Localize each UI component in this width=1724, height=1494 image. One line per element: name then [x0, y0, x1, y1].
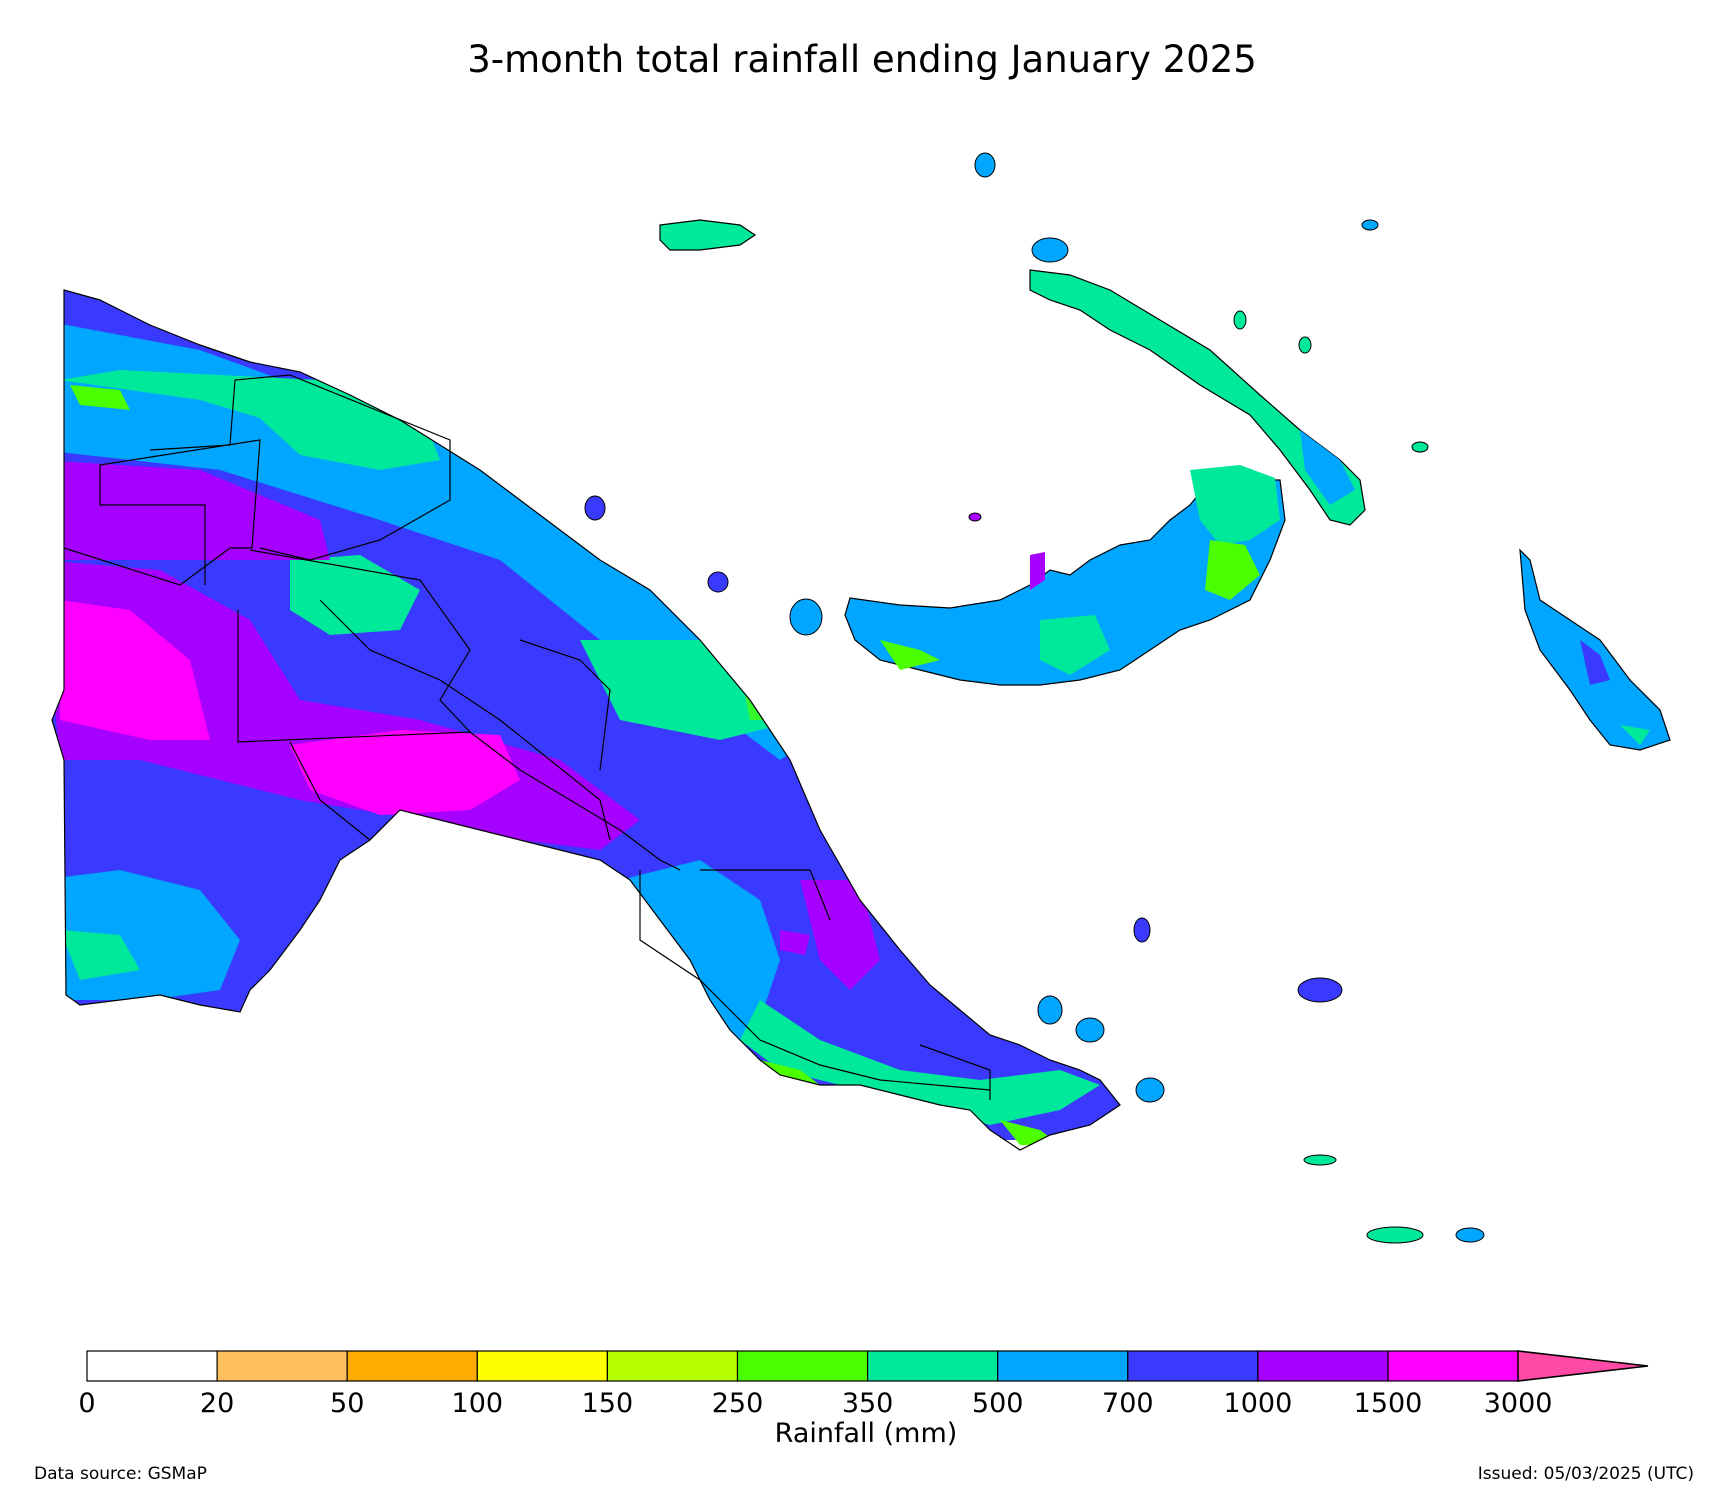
- colorbar-extend-arrow: [1517, 1350, 1649, 1382]
- province-boundaries: [63, 374, 991, 1100]
- colorbar-swatch: [866, 1350, 999, 1382]
- colorbar-tick-label: 100: [452, 1388, 504, 1419]
- colorbar-tick-labels: 0 20 50 100 150 250 350 500 700 1000 1500 3000: [78, 1388, 1552, 1419]
- colorbar-tick-label: 150: [582, 1388, 634, 1419]
- colorbar-label: Rainfall (mm): [775, 1418, 958, 1449]
- small-islands: [584, 152, 1485, 1244]
- colorbar-swatch: [1387, 1350, 1519, 1382]
- data-source-note: Data source: GSMaP: [34, 1464, 207, 1484]
- colorbar-swatch: [476, 1350, 608, 1382]
- bougainville-island: [1519, 548, 1671, 751]
- colorbar-tick-label: 0: [78, 1388, 95, 1419]
- colorbar-swatch: [346, 1350, 478, 1382]
- colorbar-swatch: [736, 1350, 869, 1382]
- map-title: 3-month total rainfall ending January 20…: [467, 38, 1257, 81]
- manus-island: [659, 219, 757, 251]
- colorbar-tick-label: 1500: [1354, 1388, 1423, 1419]
- colorbar-tick-label: 3000: [1484, 1388, 1553, 1419]
- colorbar-swatch: [606, 1350, 739, 1382]
- colorbar-tick-label: 500: [972, 1388, 1024, 1419]
- new-ireland-island: [1029, 269, 1366, 526]
- colorbar-swatch: [216, 1350, 348, 1382]
- colorbar-tick-label: 250: [712, 1388, 764, 1419]
- colorbar-swatch: [1257, 1350, 1389, 1382]
- colorbar-swatch: [997, 1350, 1129, 1382]
- colorbar-tick-label: 700: [1102, 1388, 1154, 1419]
- colorbar-swatch: [86, 1350, 218, 1382]
- issued-date: Issued: 05/03/2025 (UTC): [1477, 1464, 1694, 1484]
- colorbar-tick-label: 50: [330, 1388, 364, 1419]
- colorbar-tick-label: 350: [842, 1388, 894, 1419]
- colorbar-swatch: [1127, 1350, 1259, 1382]
- colorbar-swatches: [86, 1350, 1519, 1382]
- colorbar-tick-label: 1000: [1224, 1388, 1293, 1419]
- colorbar-tick-label: 20: [200, 1388, 234, 1419]
- new-britain-island: [844, 465, 1286, 686]
